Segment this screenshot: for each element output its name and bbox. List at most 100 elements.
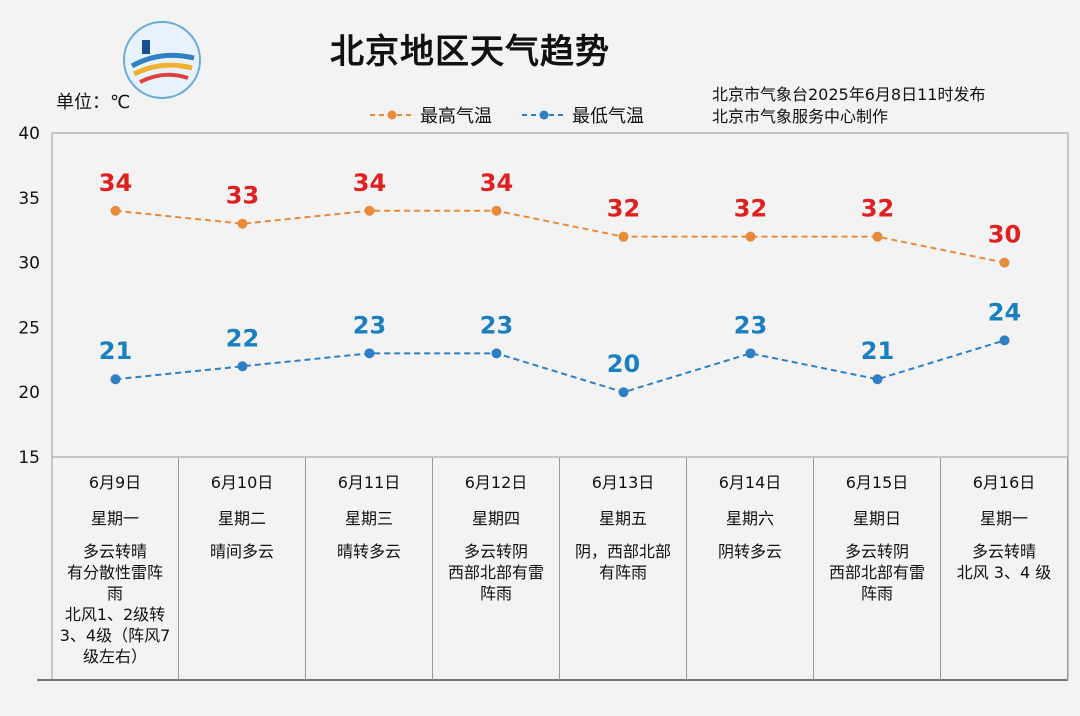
data-label: 23 [353,311,386,339]
data-point [110,374,121,385]
day-column: 6月11日 星期三 晴转多云 [306,458,433,680]
data-point [618,387,629,398]
day-description: 晴转多云 [306,541,432,562]
description-line: 3、4级（阵风7 [59,626,171,645]
publisher-info: 北京市气象台2025年6月8日11时发布 北京市气象服务中心制作 [712,84,985,128]
data-point [237,218,248,229]
data-point [364,205,375,216]
y-tick-label: 35 [18,189,40,209]
data-point [872,231,883,242]
day-weekday: 星期三 [344,509,393,528]
description-line: 多云转阴 [844,542,909,561]
description-line: 阵雨 [860,584,893,603]
day-description: 多云转晴北风 3、4 级 [941,541,1067,583]
day-date: 6月16日 [972,473,1036,492]
description-line: 北风 3、4 级 [956,563,1052,582]
day-date: 6月13日 [591,473,655,492]
data-label: 30 [988,221,1021,249]
data-label: 21 [861,337,894,365]
description-line: 晴间多云 [209,542,274,561]
series-line-1 [115,339,1005,394]
day-description: 阴，西部北部 有阵雨 [560,541,686,583]
day-weekday: 星期二 [217,509,266,528]
page-title: 北京地区天气趋势 [330,32,610,72]
data-point [745,348,756,359]
data-point [999,257,1010,268]
day-column: 6月13日 星期五 阴，西部北部 有阵雨 [560,458,687,680]
description-line: 多云转晴 [82,542,147,561]
publisher-line-1: 北京市气象台2025年6月8日11时发布 [712,85,986,104]
description-line: 阵雨 [479,584,512,603]
data-point [745,231,756,242]
day-weekday: 星期一 [90,509,139,528]
description-line: 多云转晴 [971,542,1036,561]
day-description: 多云转阴西部北部有雷 阵雨 [814,541,940,604]
data-label: 32 [734,195,767,223]
data-point [618,231,629,242]
day-description: 多云转晴有分散性雷阵雨北风1、2级转 3、4级（阵风7 级左右） [52,541,178,667]
y-tick-label: 15 [18,448,40,468]
description-line: 北风1、2级转 [64,605,166,624]
data-label: 21 [99,337,132,365]
description-line: 有阵雨 [598,563,647,582]
description-line: 有分散性雷阵 [66,563,163,582]
y-tick-label: 25 [18,318,40,338]
day-column: 6月15日 星期日 多云转阴西部北部有雷 阵雨 [814,458,941,680]
description-line: 晴转多云 [336,542,401,561]
day-description: 晴间多云 [179,541,305,562]
data-label: 23 [480,311,513,339]
day-column: 6月12日 星期四 多云转阴西部北部有雷 阵雨 [433,458,560,680]
data-label: 32 [607,195,640,223]
day-date: 6月15日 [845,473,909,492]
day-date: 6月12日 [464,473,528,492]
day-weekday: 星期四 [471,509,520,528]
data-point [237,361,248,372]
unit-label: 单位：℃ [56,92,131,113]
data-point [872,374,883,385]
day-column: 6月14日 星期六 阴转多云 [687,458,814,680]
day-description: 阴转多云 [687,541,813,562]
day-weekday: 星期日 [852,509,901,528]
day-date: 6月10日 [210,473,274,492]
data-label: 24 [988,298,1021,326]
data-point [491,348,502,359]
data-label: 22 [226,324,259,352]
legend-low: 最低气温 [522,102,644,128]
day-column: 6月9日 星期一 多云转晴有分散性雷阵雨北风1、2级转 3、4级（阵风7 级左右） [52,458,179,680]
data-point [491,205,502,216]
legend-low-label: 最低气温 [572,106,644,127]
series-line-0 [115,209,1005,264]
y-tick-label: 20 [18,383,40,403]
data-label: 20 [607,350,640,378]
description-line: 西部北部有雷 [828,563,925,582]
data-label: 34 [99,169,132,197]
description-line: 阴转多云 [717,542,782,561]
day-date: 6月9日 [88,473,142,492]
day-description: 多云转阴西部北部有雷 阵雨 [433,541,559,604]
data-label: 33 [226,182,259,210]
description-line: 多云转阴 [463,542,528,561]
description-line: 雨 [106,584,123,603]
day-weekday: 星期五 [598,509,647,528]
publisher-line-2: 北京市气象服务中心制作 [712,107,889,126]
data-label: 34 [480,169,513,197]
day-weekday: 星期六 [725,509,774,528]
data-label: 34 [353,169,386,197]
description-line: 阴，西部北部 [574,542,671,561]
description-line: 西部北部有雷 [447,563,544,582]
legend: 最高气温 最低气温 [370,102,644,128]
data-point [999,335,1010,346]
data-label: 32 [861,195,894,223]
y-tick-label: 30 [18,254,40,274]
day-date: 6月14日 [718,473,782,492]
description-line: 级左右） [82,647,147,666]
day-column: 6月16日 星期一 多云转晴 北风 3、4 级 [941,458,1068,680]
y-tick-label: 40 [18,124,40,144]
data-point [110,205,121,216]
legend-high-label: 最高气温 [420,106,492,127]
legend-high: 最高气温 [370,102,492,128]
day-column: 6月10日 星期二 晴间多云 [179,458,306,680]
